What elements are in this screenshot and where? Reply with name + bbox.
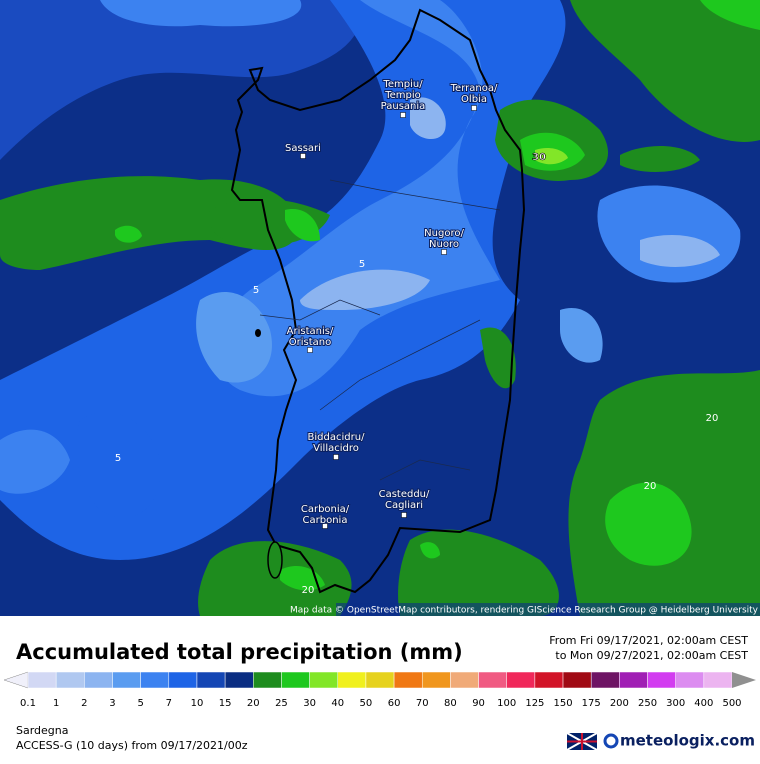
colorbar-label: 300 — [666, 698, 685, 709]
colorbar-label: 5 — [137, 698, 143, 709]
colorbar-label: 15 — [219, 698, 232, 709]
logo: meteologix.com — [566, 732, 755, 751]
map — [0, 0, 760, 616]
colorbar-swatch — [450, 671, 479, 689]
colorbar-swatch — [55, 671, 85, 689]
city-label: Tempio — [384, 90, 421, 101]
colorbar-label: 40 — [331, 698, 344, 709]
colorbar-swatch — [703, 671, 733, 689]
colorbar-swatch — [281, 671, 310, 689]
colorbar-label: 50 — [360, 698, 373, 709]
colorbar-label: 70 — [416, 698, 429, 709]
city-label: Carbonia/ — [301, 504, 350, 515]
colorbar-label: 2 — [81, 698, 87, 709]
colorbar-swatch — [590, 671, 620, 689]
city-marker — [471, 105, 477, 111]
city-label: Nugoro/ — [424, 228, 464, 239]
colorbar-swatch — [140, 671, 170, 689]
colorbar-swatch — [619, 671, 648, 689]
city-label: Olbia — [461, 94, 487, 105]
city-marker — [307, 347, 313, 353]
city-label: Sassari — [285, 143, 321, 154]
colorbar-swatch — [478, 671, 507, 689]
city-label: Cagliari — [385, 500, 423, 511]
colorbar-arrow — [3, 671, 29, 689]
colorbar-label: 500 — [722, 698, 741, 709]
city-marker — [400, 112, 406, 118]
contour-label: 5 — [253, 285, 259, 296]
contour-label: 30 — [532, 152, 546, 163]
colorbar-label: 0.1 — [20, 698, 36, 709]
colorbar-label: 25 — [275, 698, 288, 709]
city-marker — [300, 153, 306, 159]
model-info: ACCESS-G (10 days) from 09/17/2021/00z — [16, 739, 248, 752]
contour-label: 20 — [644, 481, 657, 492]
colorbar-swatch — [393, 671, 423, 689]
contour-label: 5 — [115, 453, 121, 464]
colorbar-label: 400 — [694, 698, 713, 709]
colorbar-label: 175 — [582, 698, 601, 709]
city-label: Oristano — [289, 337, 331, 348]
colorbar-swatch — [337, 671, 367, 689]
colorbar-swatch — [253, 671, 282, 689]
city-label: Aristanis/ — [287, 326, 334, 337]
colorbar-swatch — [675, 671, 705, 689]
colorbar-swatch — [168, 671, 198, 689]
city-marker — [401, 512, 407, 518]
city-label: Terranoa/ — [450, 83, 498, 94]
colorbar-label: 3 — [109, 698, 115, 709]
contour-label: 20 — [706, 413, 719, 424]
city-label: Villacidro — [313, 443, 359, 454]
city-label: Casteddu/ — [379, 489, 430, 500]
colorbar-label: 30 — [303, 698, 316, 709]
city-marker — [322, 523, 328, 529]
city-label: Biddacidru/ — [308, 432, 366, 443]
colorbar-label: 10 — [191, 698, 204, 709]
date-to: to Mon 09/27/2021, 02:00am CEST — [555, 649, 748, 662]
city-label: Carbonia — [303, 515, 348, 526]
city-label: Tempiu/ — [382, 79, 423, 90]
colorbar-swatch — [84, 671, 113, 689]
brand: meteologix.com — [620, 732, 755, 750]
date-from: From Fri 09/17/2021, 02:00am CEST — [549, 634, 748, 647]
region: Sardegna — [16, 724, 69, 737]
colorbar-swatch — [112, 671, 141, 689]
contour-labels: 30 5 5 5 20 20 20 — [115, 152, 719, 596]
colorbar-swatch — [421, 671, 451, 689]
colorbar-swatch — [309, 671, 339, 689]
colorbar-swatch — [365, 671, 395, 689]
colorbar-label: 20 — [247, 698, 260, 709]
colorbar-swatch — [224, 671, 254, 689]
colorbar-arrow — [732, 672, 756, 688]
colorbar-swatch — [534, 671, 564, 689]
colorbar-label: 125 — [525, 698, 544, 709]
colorbar-swatch — [506, 671, 536, 689]
colorbar-swatch — [27, 671, 57, 689]
city-marker — [333, 454, 339, 460]
colorbar-swatch — [196, 671, 226, 689]
colorbar: 0.1 1 2 3 5 7 10 15 20 25 30 40 50 60 70 80 90 100 125 150 1… — [3, 671, 756, 709]
colorbar-label: 250 — [638, 698, 657, 709]
contour-label: 20 — [302, 585, 315, 596]
colorbar-label: 200 — [610, 698, 629, 709]
colorbar-label: 90 — [472, 698, 485, 709]
colorbar-label: 1 — [53, 698, 59, 709]
city-label: Pausania — [381, 101, 426, 112]
colorbar-swatch — [562, 671, 592, 689]
colorbar-label: 7 — [166, 698, 172, 709]
title: Accumulated total precipitation (mm) — [16, 640, 463, 664]
contour-label: 5 — [359, 259, 365, 270]
colorbar-swatch — [647, 671, 676, 689]
colorbar-label: 60 — [388, 698, 401, 709]
colorbar-label: 100 — [497, 698, 516, 709]
colorbar-label: 150 — [553, 698, 572, 709]
city-marker — [441, 249, 447, 255]
colorbar-label: 80 — [444, 698, 457, 709]
city-label: Nuoro — [429, 239, 459, 250]
attribution: Map data © OpenStreetMap contributors, r… — [290, 606, 759, 616]
